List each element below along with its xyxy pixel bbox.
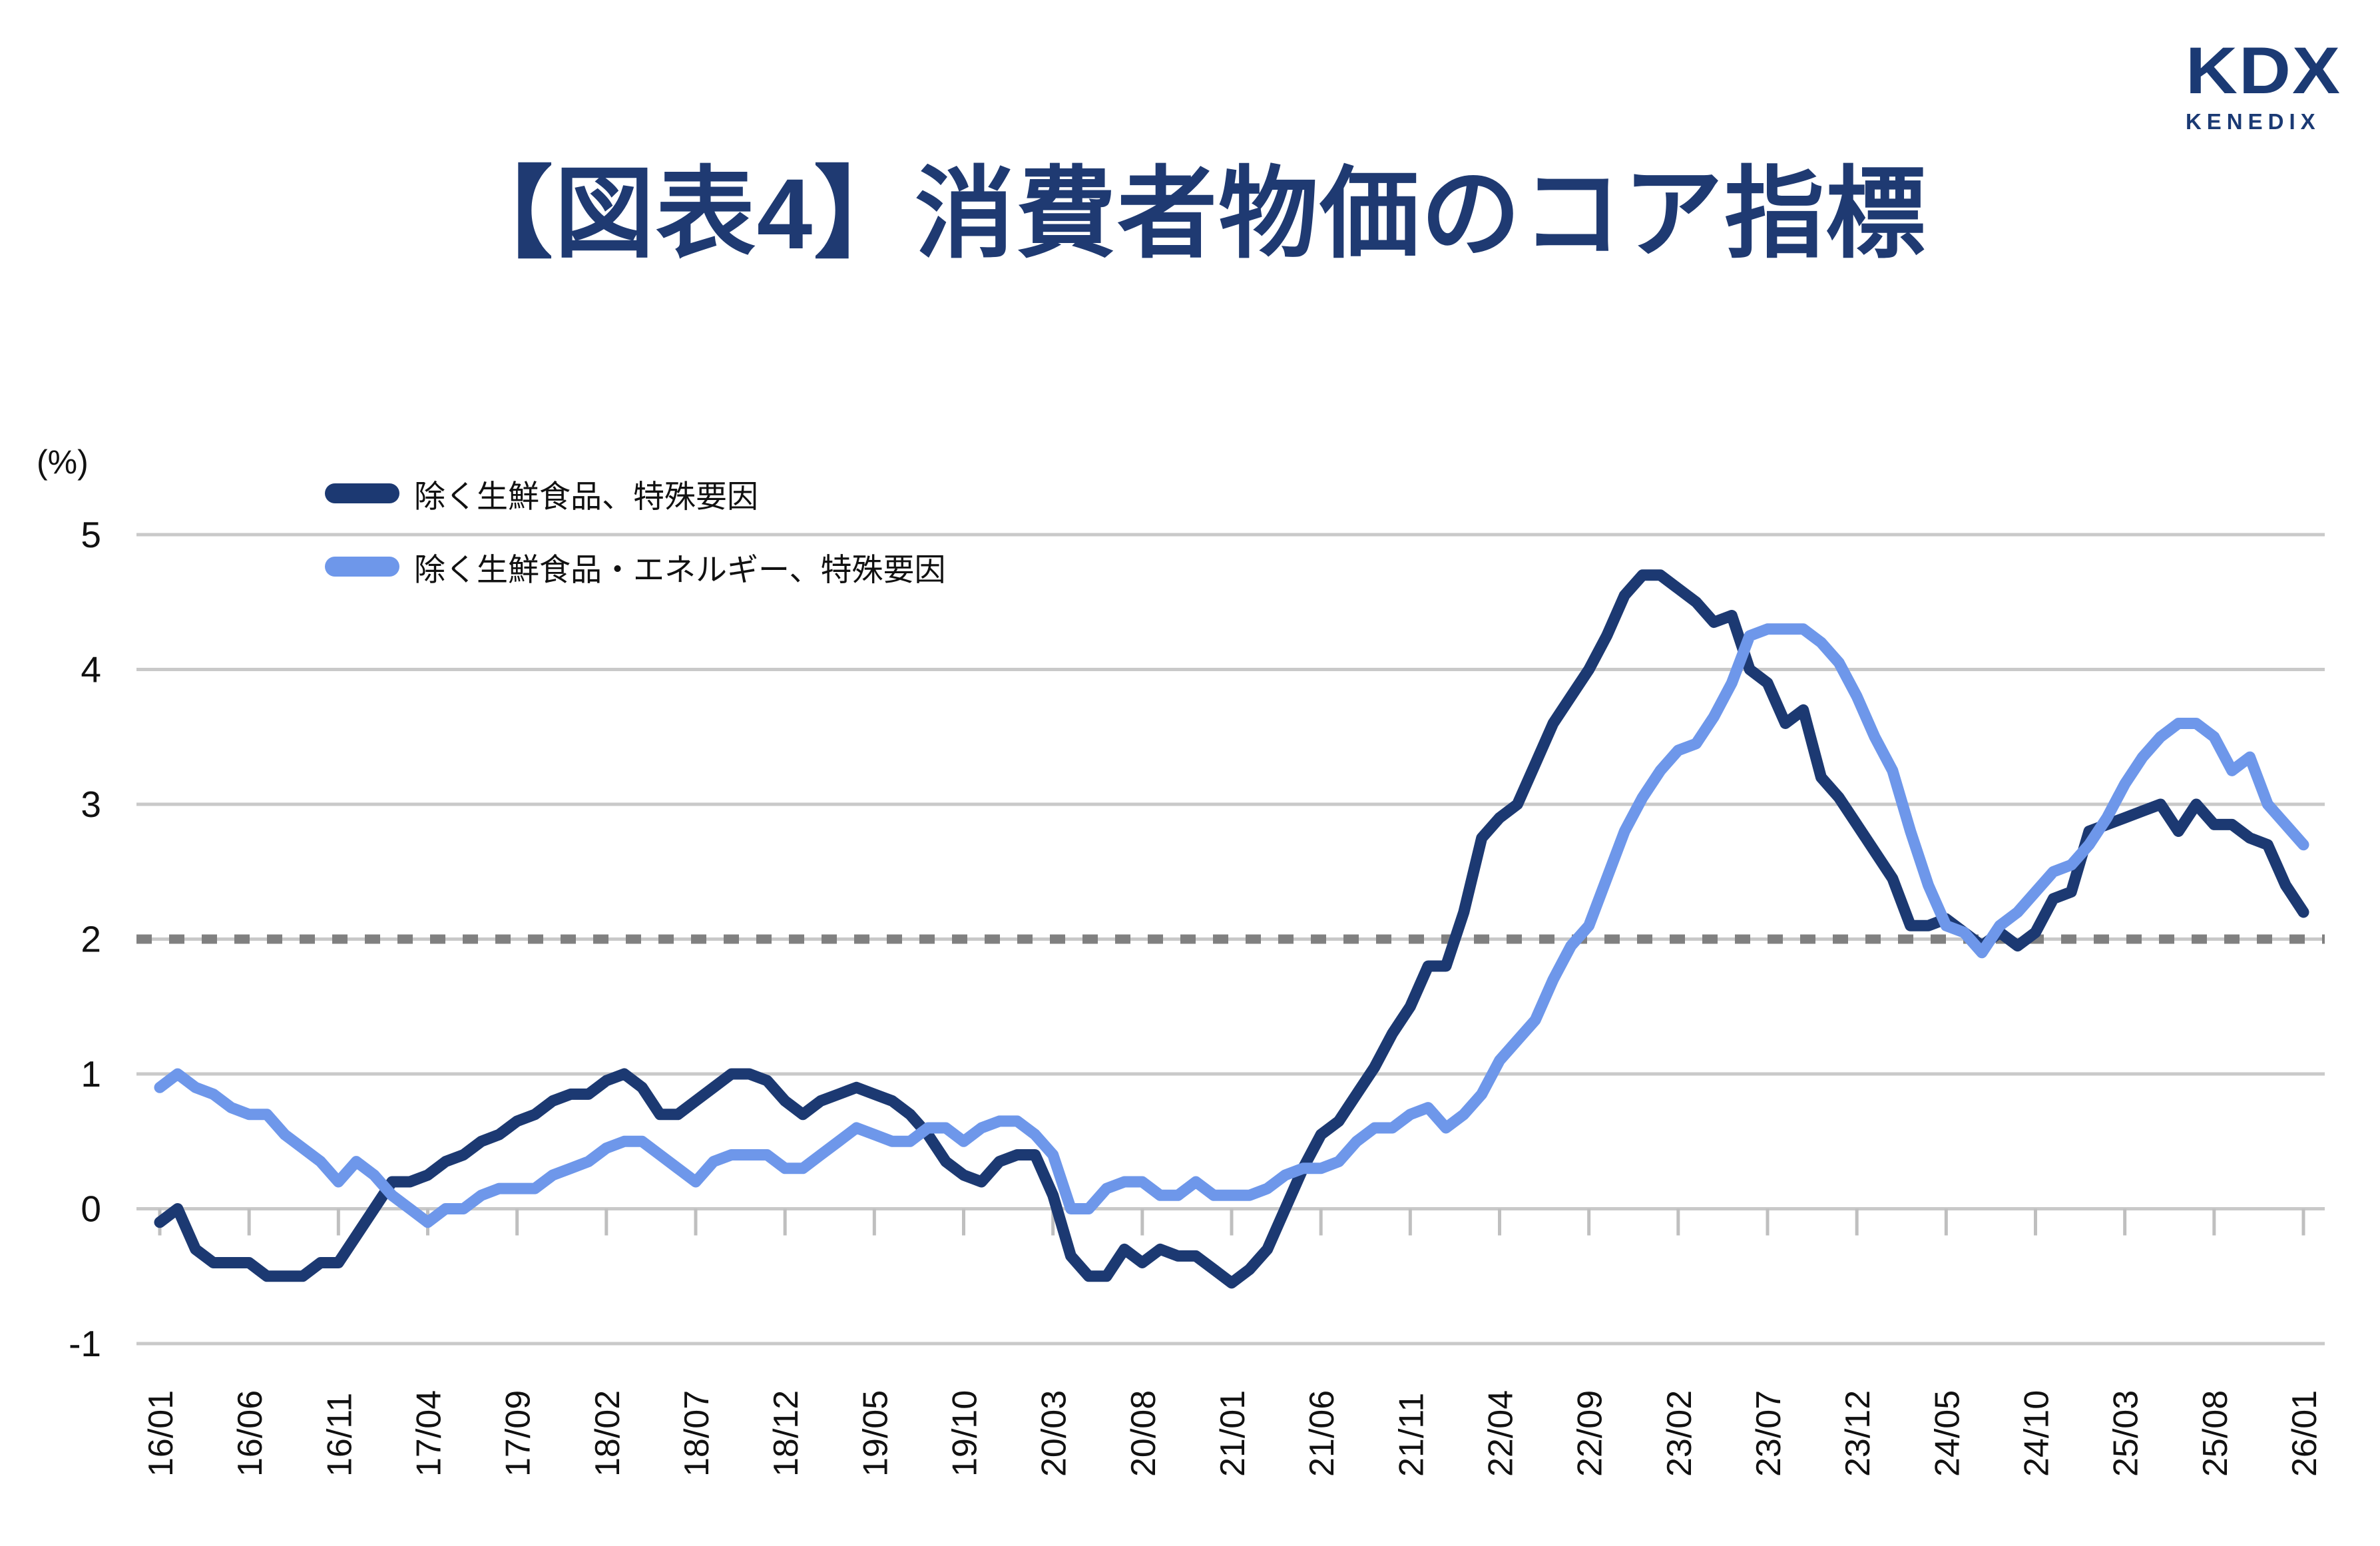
y-tick-label: 1 [81,1053,101,1095]
y-tick-label: 5 [81,514,101,555]
series-line-1 [154,623,2309,1228]
x-tick-label: 24/05 [1928,1390,1967,1477]
legend-label-core: 除く生鮮食品、特殊要因 [414,478,758,514]
x-axis-ticks [158,1208,2305,1236]
x-tick-label: 17/04 [410,1390,449,1477]
y-tick-label: 4 [81,649,101,690]
x-tick-label: 20/03 [1035,1390,1074,1477]
x-tick-label: 21/06 [1303,1390,1341,1477]
x-tick-label: 18/12 [767,1390,806,1477]
x-tick-label: 17/09 [499,1390,538,1477]
y-tick-label: 3 [81,784,101,825]
x-tick-label: 22/04 [1482,1390,1521,1477]
y-tick-label: 2 [81,919,101,960]
x-tick-label: 24/10 [2018,1390,2056,1477]
x-axis-labels: 16/01 16/06 16/11 17/04 17/09 18/02 18/07 18/12… [142,1390,2324,1477]
legend: 除く生鮮食品、特殊要因 除く生鮮食品・エネルギー、特殊要因 [325,474,946,621]
chart-title: 【図表4】消費者物価のコア指標 [453,158,1927,270]
y-axis-unit-label: (%) [37,443,89,481]
y-tick-label: 0 [81,1188,101,1230]
x-tick-label: 16/06 [231,1390,270,1477]
x-tick-label: 21/01 [1214,1390,1252,1477]
series-line-0 [154,569,2309,1289]
x-tick-label: 19/05 [856,1390,895,1477]
x-tick-label: 19/10 [946,1390,985,1477]
x-tick-label: 18/07 [678,1390,716,1477]
x-tick-label: 23/12 [1839,1390,1877,1477]
x-tick-label: 23/07 [1750,1390,1788,1477]
x-tick-label: 25/08 [2196,1390,2235,1477]
x-tick-label: 25/03 [2107,1390,2146,1477]
kdx-logo-text: KDX [2185,33,2341,108]
y-axis-labels: 5 4 3 2 1 0 -1 [69,514,101,1364]
legend-item-corecore: 除く生鮮食品・エネルギー、特殊要因 [325,547,946,587]
y-tick-label: -1 [69,1323,101,1364]
x-tick-label: 21/11 [1392,1393,1431,1477]
kdx-logo: KDX KENEDIX [2186,35,2341,132]
legend-line-swatch-dark [325,483,399,503]
legend-line-swatch-light [325,557,399,577]
kenedix-logo-text: KENEDIX [2185,109,2321,134]
x-tick-label: 18/02 [589,1390,627,1477]
x-tick-label: 16/01 [142,1390,180,1477]
legend-item-core: 除く生鮮食品、特殊要因 [325,474,946,514]
x-tick-label: 20/08 [1124,1390,1163,1477]
x-tick-label: 26/01 [2285,1390,2324,1477]
data-series-lines [154,569,2309,1289]
x-tick-label: 22/09 [1571,1390,1610,1477]
x-tick-label: 16/11 [320,1393,359,1477]
legend-label-corecore: 除く生鮮食品・エネルギー、特殊要因 [414,551,946,587]
x-tick-label: 23/02 [1660,1390,1699,1477]
